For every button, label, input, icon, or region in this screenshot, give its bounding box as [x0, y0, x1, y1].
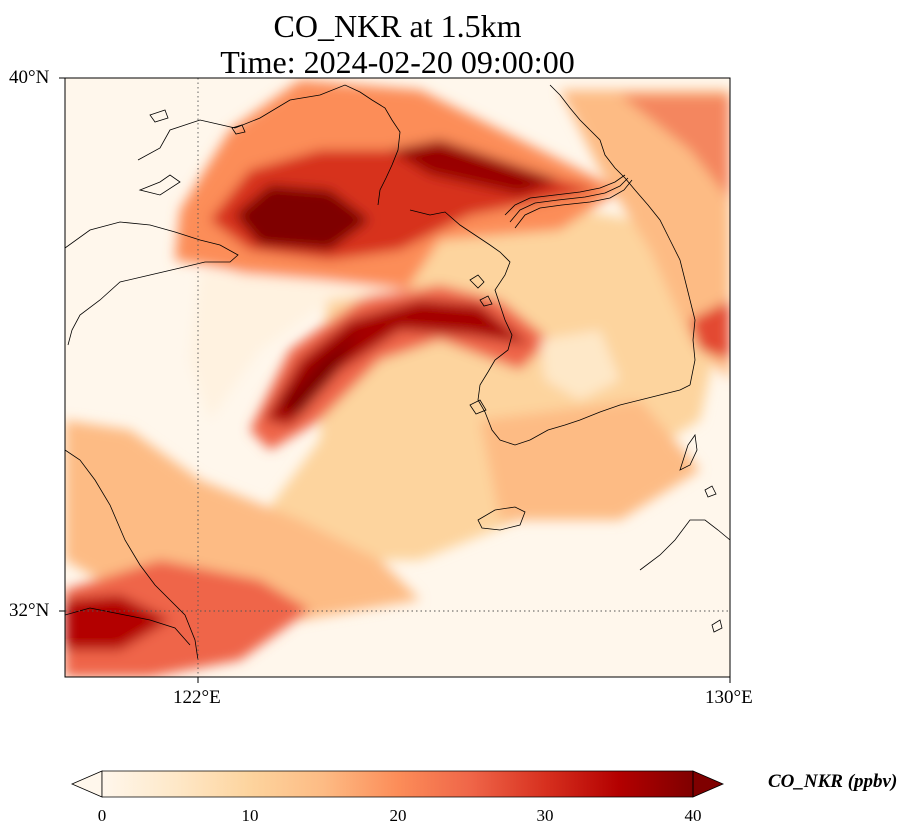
colorbar-body	[102, 771, 693, 797]
coast-korea-east	[549, 84, 696, 386]
coast-jeju	[477, 506, 526, 531]
lat-label-40: 40°N	[9, 67, 50, 88]
map-title: CO_NKR at 1.5km	[273, 8, 522, 44]
plume-east-korea	[560, 90, 730, 380]
colorbar-label: CO_NKR (ppbv)	[768, 771, 898, 792]
colorbar-extend-min	[70, 770, 103, 798]
coast-korea-south	[529, 384, 691, 441]
map-frame	[64, 77, 731, 678]
gridlines	[65, 78, 730, 677]
colorbar-tick-40: 40	[684, 806, 702, 825]
coast-china-east	[65, 449, 199, 661]
lat-label-32: 32°N	[9, 600, 50, 621]
coast-shandong	[65, 221, 239, 346]
colorbar	[70, 770, 725, 798]
lon-label-122: 122°E	[173, 687, 221, 708]
colorbar-tick-10: 10	[241, 806, 259, 825]
coast-liaodong	[137, 84, 401, 206]
coast-korea-west	[409, 209, 531, 446]
plume-east-korea-inner	[620, 95, 730, 200]
plume-yangtze-core	[65, 595, 170, 650]
plume-yellowsea-core	[265, 300, 530, 425]
plume-yangtze-outer	[65, 560, 310, 677]
colorbar-tick-20: 20	[389, 806, 407, 825]
coast-nk-border	[504, 174, 633, 229]
plume-yellowsea-dark	[280, 330, 360, 415]
plume-bohai-core	[235, 185, 370, 250]
coast-tsushima	[679, 433, 698, 471]
coast-kyushu	[639, 519, 730, 571]
lon-label-130: 130°E	[705, 687, 753, 708]
colorbar-tick-0: 0	[97, 806, 107, 825]
concentration-field	[65, 78, 730, 677]
coastlines	[65, 84, 730, 661]
plume-bohai-streak	[390, 140, 560, 195]
coast-islands-2	[138, 109, 246, 196]
colorbar-extend-max	[692, 770, 725, 798]
coast-islands-1	[469, 274, 723, 633]
clear-korea-center	[540, 330, 620, 400]
colorbar-tick-30: 30	[536, 806, 554, 825]
clear-wedge	[190, 270, 410, 420]
plume-east-sea-spot	[690, 300, 730, 360]
coast-yangtze	[65, 607, 191, 646]
axis-ticks	[59, 77, 731, 683]
plume-south-coast	[480, 400, 700, 520]
map-subtitle-time: Time: 2024-02-20 09:00:00	[220, 44, 575, 80]
